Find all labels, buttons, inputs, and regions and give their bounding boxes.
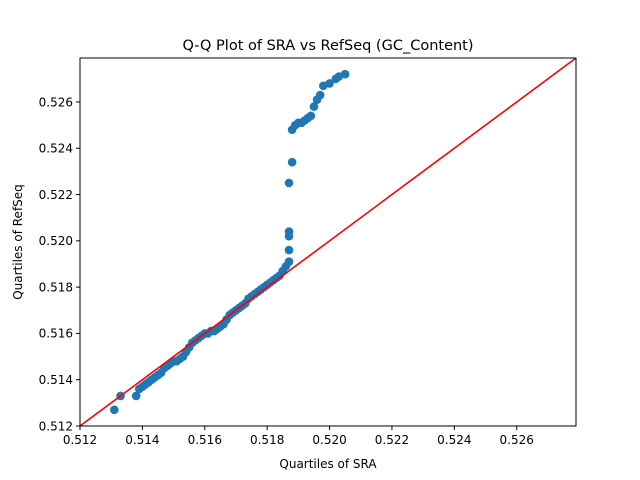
y-tick-label: 0.514 xyxy=(39,373,73,387)
reference-line xyxy=(80,58,576,426)
data-point xyxy=(284,227,294,236)
x-tick-label: 0.516 xyxy=(188,433,222,447)
y-tick-label: 0.526 xyxy=(39,95,73,109)
plot-frame xyxy=(79,57,577,427)
y-tick-label: 0.524 xyxy=(39,142,73,156)
y-axis-title: Quartiles of RefSeq xyxy=(11,184,25,300)
x-tick-label: 0.514 xyxy=(125,433,159,447)
x-tick-label: 0.512 xyxy=(63,433,97,447)
data-point xyxy=(287,157,297,167)
x-tick-label: 0.526 xyxy=(500,433,534,447)
data-point xyxy=(284,178,294,188)
y-axis: 0.512 0.514 0.516 0.518 0.520 0.522 0.524 0.526 xyxy=(39,95,80,433)
data-point xyxy=(340,69,350,79)
x-tick-label: 0.518 xyxy=(250,433,284,447)
chart-title: Q-Q Plot of SRA vs RefSeq (GC_Content) xyxy=(182,38,473,54)
data-point xyxy=(284,257,294,266)
x-tick-label: 0.520 xyxy=(312,433,346,447)
y-tick-label: 0.516 xyxy=(39,327,73,341)
y-tick-label: 0.518 xyxy=(39,280,73,294)
y-tick-label: 0.522 xyxy=(39,188,73,202)
data-point xyxy=(325,79,334,88)
x-tick-label: 0.524 xyxy=(437,433,471,447)
x-tick-label: 0.522 xyxy=(375,433,409,447)
y-tick-label: 0.520 xyxy=(39,234,73,248)
x-axis-title: Quartiles of SRA xyxy=(279,457,377,471)
y-tick-label: 0.512 xyxy=(39,419,73,433)
data-point xyxy=(131,391,141,401)
data-point xyxy=(110,405,119,415)
x-axis: 0.512 0.514 0.516 0.518 0.520 0.522 0.524 0.526 xyxy=(63,426,534,447)
data-point xyxy=(284,245,294,255)
data-point xyxy=(315,90,325,100)
data-point xyxy=(306,111,316,121)
data-point xyxy=(309,102,319,111)
